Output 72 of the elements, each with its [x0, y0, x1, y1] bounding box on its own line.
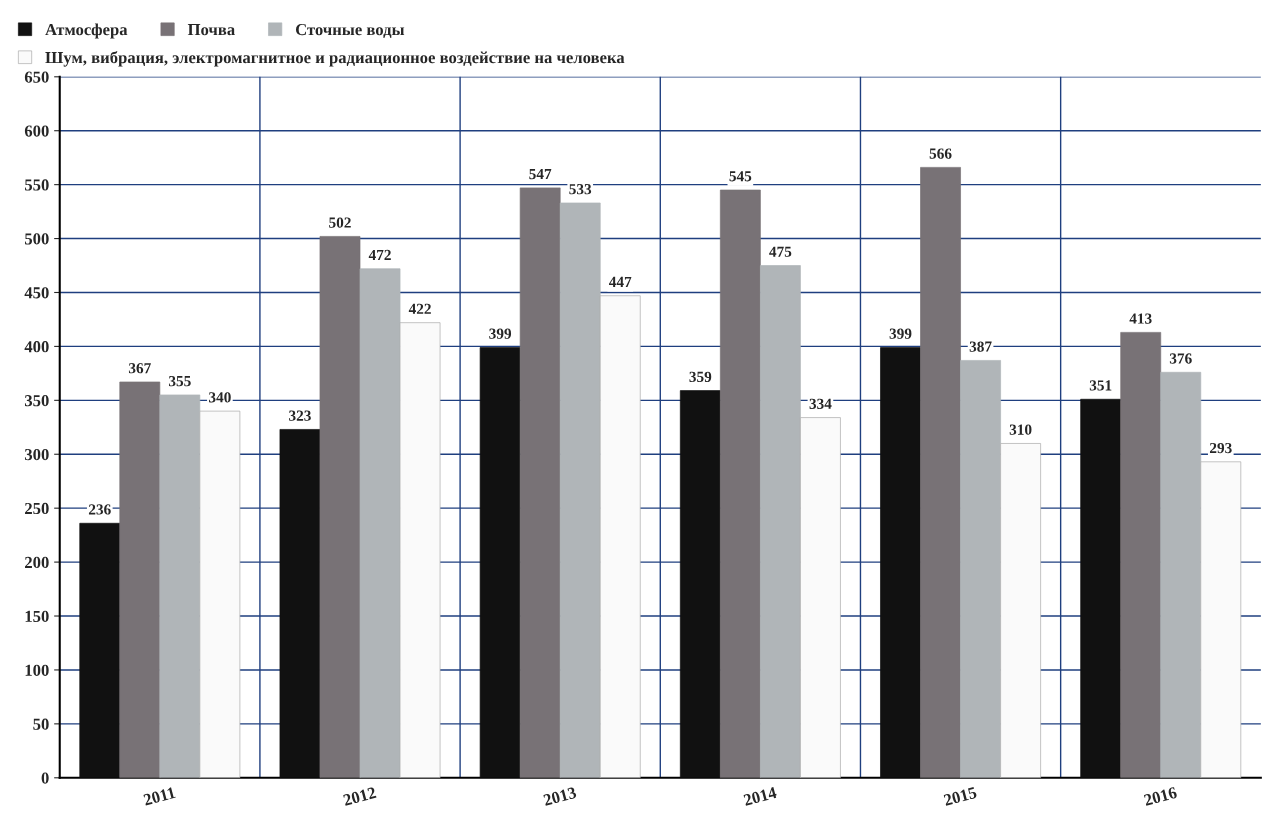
bar	[1000, 443, 1041, 778]
bar	[159, 394, 201, 778]
bar	[1200, 461, 1242, 778]
y-tick-label: 600	[24, 125, 49, 137]
bar	[1120, 332, 1162, 778]
y-tick-label: 150	[25, 610, 49, 622]
data-label: 351	[1089, 380, 1112, 391]
data-label: 340	[209, 392, 231, 403]
legend-label: Сточные воды	[295, 24, 405, 38]
x-tick-label: 2016	[1143, 786, 1178, 806]
data-label: 310	[1009, 424, 1032, 435]
bar	[679, 390, 721, 778]
data-label: 399	[889, 328, 912, 339]
x-tick-label: 2015	[943, 786, 978, 806]
data-label: 293	[1209, 442, 1232, 454]
bar	[760, 265, 801, 778]
bar	[960, 360, 1001, 778]
y-tick-label: 550	[24, 179, 49, 191]
legend-label: Почва	[187, 24, 235, 36]
y-tick-label: 250	[25, 502, 49, 515]
bar	[800, 417, 841, 778]
bar	[79, 522, 121, 778]
bar	[199, 410, 241, 778]
data-label: 359	[689, 371, 712, 382]
bar	[599, 295, 641, 778]
bar	[479, 347, 521, 778]
bar	[399, 322, 441, 778]
bar	[359, 268, 401, 778]
y-tick-label: 50	[33, 718, 49, 730]
bar	[279, 429, 321, 778]
x-tick-label: 2014	[743, 786, 778, 806]
data-label: 399	[489, 328, 512, 339]
data-label: 323	[289, 410, 311, 421]
x-tick-label: 2013	[542, 786, 577, 806]
y-tick-label: 350	[24, 395, 49, 407]
data-label: 413	[1129, 313, 1152, 324]
bar	[719, 189, 761, 778]
data-label: 472	[368, 249, 391, 260]
legend-label: Шум, вибрация, электромагнитное и радиационное воздействие на человека	[45, 51, 625, 67]
data-label: 367	[128, 363, 151, 374]
data-label: 547	[529, 169, 552, 180]
data-label: 566	[929, 148, 952, 159]
x-tick-label: 2012	[342, 786, 377, 806]
data-label: 334	[809, 398, 832, 409]
bar	[920, 167, 961, 778]
data-label: 502	[329, 217, 351, 228]
y-tick-label: 200	[25, 556, 49, 569]
y-tick-label: 300	[24, 448, 49, 461]
data-label: 376	[1169, 353, 1192, 364]
data-label: 475	[769, 246, 792, 257]
y-tick-label: 650	[24, 71, 49, 83]
data-label: 533	[569, 184, 592, 195]
data-label: 422	[408, 303, 431, 314]
bar	[880, 347, 921, 778]
y-tick-label: 0	[41, 772, 49, 784]
data-label: 447	[609, 276, 632, 287]
y-tick-label: 500	[24, 233, 49, 245]
y-tick-label: 400	[24, 341, 49, 353]
legend-label: Атмосфера	[45, 23, 128, 39]
bar	[1160, 371, 1202, 778]
data-label: 545	[729, 171, 752, 182]
data-label: 355	[168, 376, 191, 387]
bar	[1080, 398, 1122, 778]
x-tick-label: 2011	[143, 786, 176, 806]
bar	[559, 202, 601, 778]
data-label: 236	[88, 504, 111, 515]
data-label: 387	[969, 341, 992, 352]
bar	[119, 381, 161, 778]
y-tick-label: 100	[25, 664, 49, 676]
y-tick-label: 450	[24, 287, 49, 299]
bar	[519, 187, 561, 778]
bar	[319, 236, 361, 778]
